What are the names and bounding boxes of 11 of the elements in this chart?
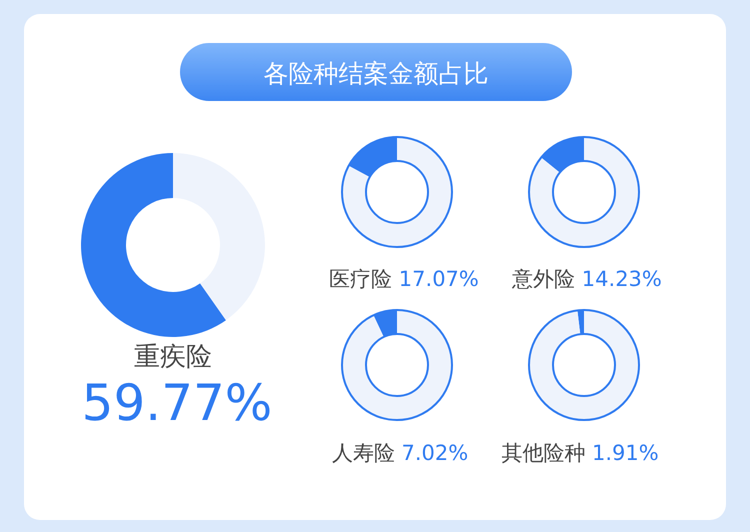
- text: 59.77%: [82, 374, 272, 432]
- text: 14.23%: [582, 267, 662, 291]
- text: 医疗险: [329, 267, 399, 291]
- text: 17.07%: [398, 267, 479, 291]
- text: 7.02%: [401, 441, 468, 465]
- text: 重疾险: [134, 342, 212, 372]
- text: 各险种结案金额占比: [264, 59, 488, 88]
- text: 其他险种: [501, 441, 592, 465]
- text: 1.91%: [592, 441, 659, 465]
- text: 意外险: [511, 267, 582, 291]
- text: 人寿险: [332, 441, 402, 465]
